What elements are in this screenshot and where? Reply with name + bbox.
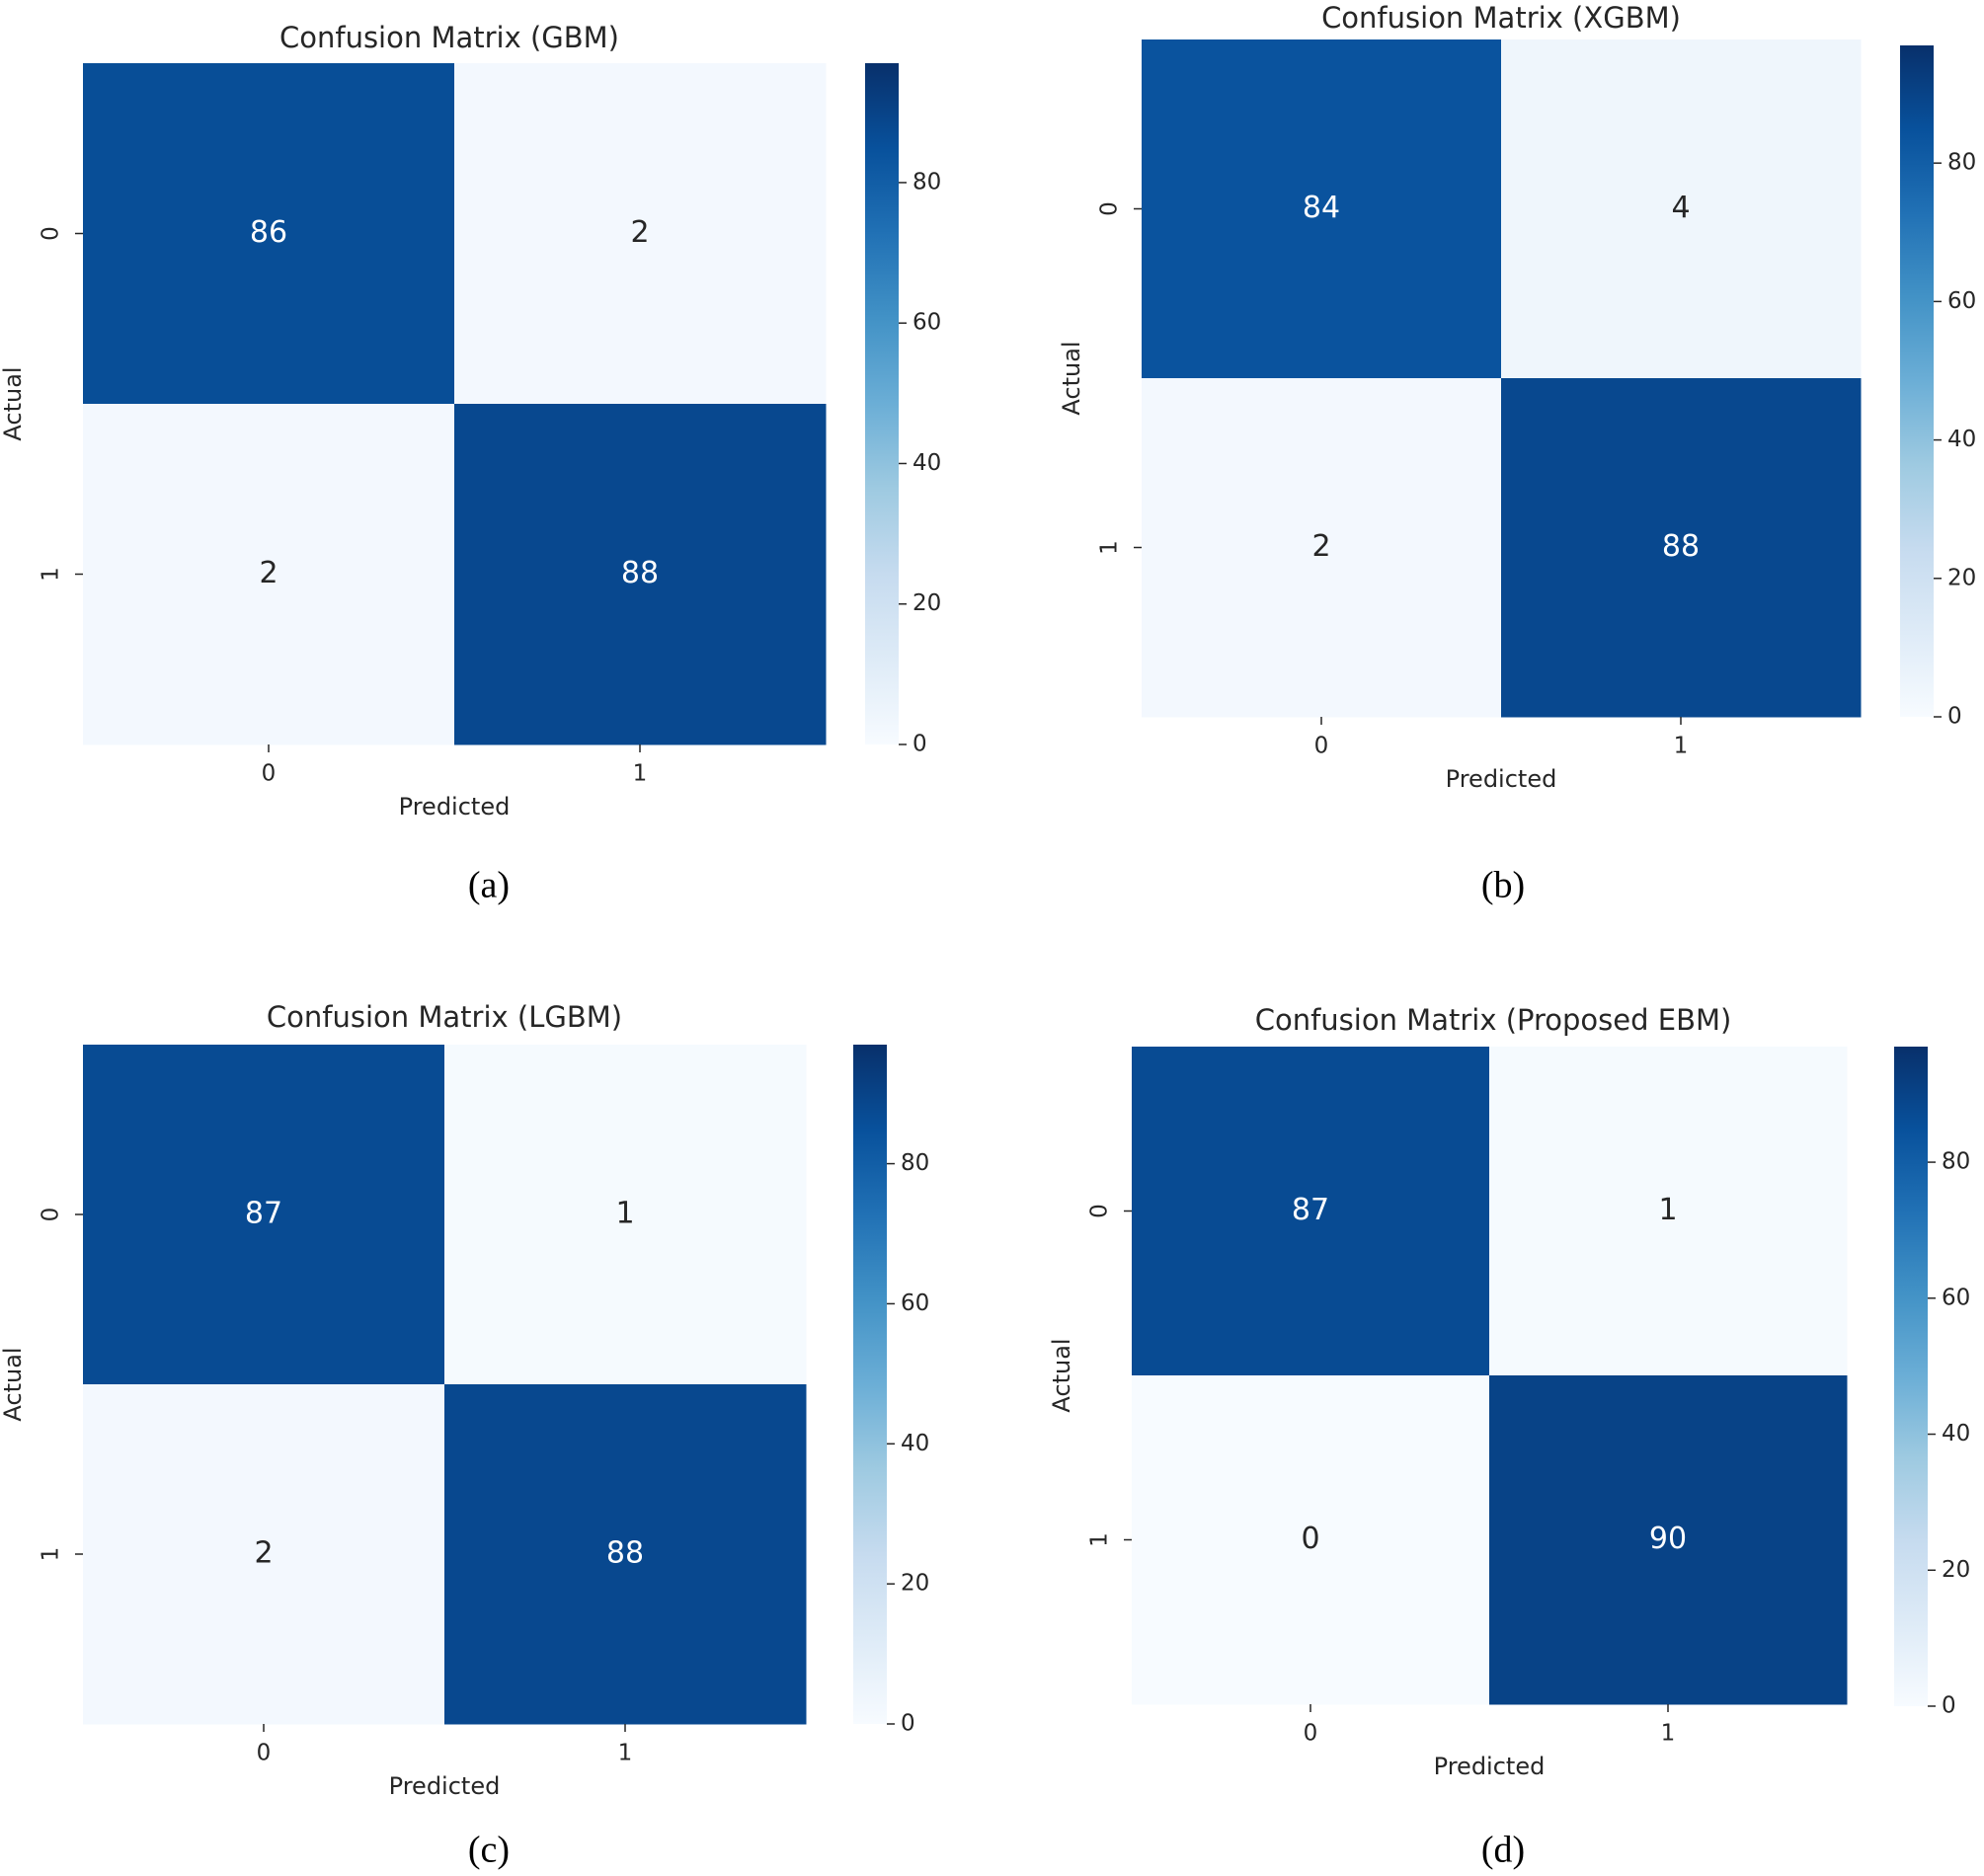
colorbar-tick-label: 80: [1947, 150, 1976, 176]
chart-title: Confusion Matrix (XGBM): [1321, 1, 1681, 35]
colorbar-tick-label: 80: [913, 169, 941, 195]
y-tick-label: 1: [1097, 540, 1123, 555]
cell-value-label: 88: [621, 556, 659, 590]
x-axis-label: Predicted: [1434, 1753, 1546, 1780]
heatmap-cell-r0-c0: [1142, 39, 1502, 379]
colorbar-tick-label: 40: [913, 450, 941, 476]
colorbar-tick-label: 80: [1942, 1149, 1970, 1175]
colorbar: [853, 1045, 887, 1724]
panel-label: (a): [468, 865, 510, 906]
panel-label: (c): [468, 1830, 510, 1871]
colorbar-tick-label: 40: [901, 1431, 929, 1456]
cell-value-label: 90: [1649, 1522, 1687, 1556]
heatmap-cell-r1-c0: [83, 404, 455, 745]
colorbar-tick-label: 60: [901, 1290, 929, 1316]
heatmap-cell-r1-c0: [1132, 1375, 1490, 1705]
cell-value-label: 84: [1303, 191, 1340, 225]
colorbar-tick-label: 40: [1947, 427, 1976, 452]
panel-1: Confusion Matrix (GBM) 86 2 2 88 0 1 Predicted 0…: [0, 21, 941, 906]
y-tick-label: 0: [1087, 1204, 1113, 1218]
y-tick-label: 1: [39, 567, 64, 582]
cell-value-label: 88: [606, 1536, 644, 1571]
heatmap-cell-r1-c1: [444, 1384, 807, 1725]
y-axis-label: Actual: [0, 366, 27, 440]
colorbar-tick-label: 20: [901, 1571, 929, 1597]
colorbar-tick-label: 20: [1947, 565, 1976, 590]
colorbar: [1894, 1047, 1928, 1706]
colorbar-tick-label: 0: [1942, 1693, 1956, 1719]
heatmap-cell-r1-c1: [1489, 1375, 1848, 1705]
colorbar: [865, 63, 899, 744]
colorbar-tick-label: 80: [901, 1150, 929, 1176]
heatmap-cell-r1-c0: [1142, 378, 1502, 718]
x-axis-label: Predicted: [389, 1772, 501, 1800]
chart-title: Confusion Matrix (LGBM): [267, 1000, 622, 1034]
heatmap-cell-r0-c1: [1489, 1047, 1848, 1376]
x-tick-label: 0: [257, 1741, 272, 1766]
y-axis-label: Actual: [0, 1347, 27, 1421]
cell-value-label: 86: [250, 215, 287, 250]
heatmap-cell-r1-c1: [1501, 378, 1862, 718]
heatmap-cell-r0-c1: [444, 1045, 807, 1385]
panel-3: Confusion Matrix (LGBM) 87 1 2 88 0 1 Predicted…: [0, 1000, 929, 1871]
colorbar-tick-label: 60: [1947, 288, 1976, 314]
x-tick-label: 1: [1661, 1721, 1676, 1747]
x-tick-label: 0: [1304, 1721, 1318, 1747]
x-tick-label: 0: [262, 761, 277, 787]
heatmap-cell-r1-c1: [454, 404, 827, 745]
colorbar: [1900, 45, 1934, 717]
colorbar-tick-label: 60: [913, 310, 941, 336]
cell-value-label: 2: [1311, 529, 1330, 564]
colorbar-tick-label: 0: [913, 732, 927, 757]
x-tick-label: 1: [633, 761, 648, 787]
x-tick-label: 1: [618, 1741, 633, 1766]
heatmap-cell-r0-c0: [1132, 1047, 1490, 1376]
heatmap-cell-r0-c1: [1501, 39, 1862, 379]
heatmap-cell-r0-c0: [83, 63, 455, 405]
y-tick-label: 1: [39, 1547, 64, 1562]
y-tick-label: 1: [1087, 1532, 1113, 1547]
colorbar-tick-label: 60: [1942, 1285, 1970, 1310]
cell-value-label: 0: [1301, 1522, 1319, 1556]
colorbar-tick-label: 40: [1942, 1421, 1970, 1446]
panel-label: (d): [1481, 1830, 1525, 1871]
x-axis-label: Predicted: [1446, 765, 1557, 793]
cell-value-label: 1: [615, 1197, 634, 1231]
y-axis-label: Actual: [1048, 1338, 1075, 1412]
x-axis-label: Predicted: [399, 793, 511, 821]
cell-value-label: 4: [1671, 191, 1690, 225]
colorbar-tick-label: 0: [901, 1711, 915, 1737]
y-tick-label: 0: [39, 226, 64, 241]
heatmap-cell-r1-c0: [83, 1384, 445, 1725]
y-axis-label: Actual: [1058, 341, 1085, 415]
cell-value-label: 87: [245, 1197, 282, 1231]
chart-title: Confusion Matrix (GBM): [279, 21, 619, 54]
panel-label: (b): [1481, 865, 1525, 906]
heatmap-cell-r0-c0: [83, 1045, 445, 1385]
cell-value-label: 88: [1662, 529, 1700, 564]
cell-value-label: 87: [1292, 1193, 1329, 1227]
chart-title: Confusion Matrix (Proposed EBM): [1255, 1003, 1732, 1037]
y-tick-label: 0: [1097, 201, 1123, 216]
cell-value-label: 2: [259, 556, 278, 590]
heatmap-cell-r0-c1: [454, 63, 827, 405]
colorbar-tick-label: 0: [1947, 704, 1962, 730]
cell-value-label: 1: [1658, 1193, 1677, 1227]
x-tick-label: 1: [1674, 734, 1689, 759]
panel-2: Confusion Matrix (XGBM) 84 4 2 88 0 1 Predicted…: [1058, 1, 1976, 906]
panel-4: Confusion Matrix (Proposed EBM) 87 1 0 90 0 1 P…: [1048, 1003, 1970, 1871]
colorbar-tick-label: 20: [1942, 1557, 1970, 1583]
y-tick-label: 0: [39, 1208, 64, 1222]
cell-value-label: 2: [254, 1536, 273, 1571]
x-tick-label: 0: [1314, 734, 1329, 759]
colorbar-tick-label: 20: [913, 590, 941, 616]
cell-value-label: 2: [630, 215, 649, 250]
